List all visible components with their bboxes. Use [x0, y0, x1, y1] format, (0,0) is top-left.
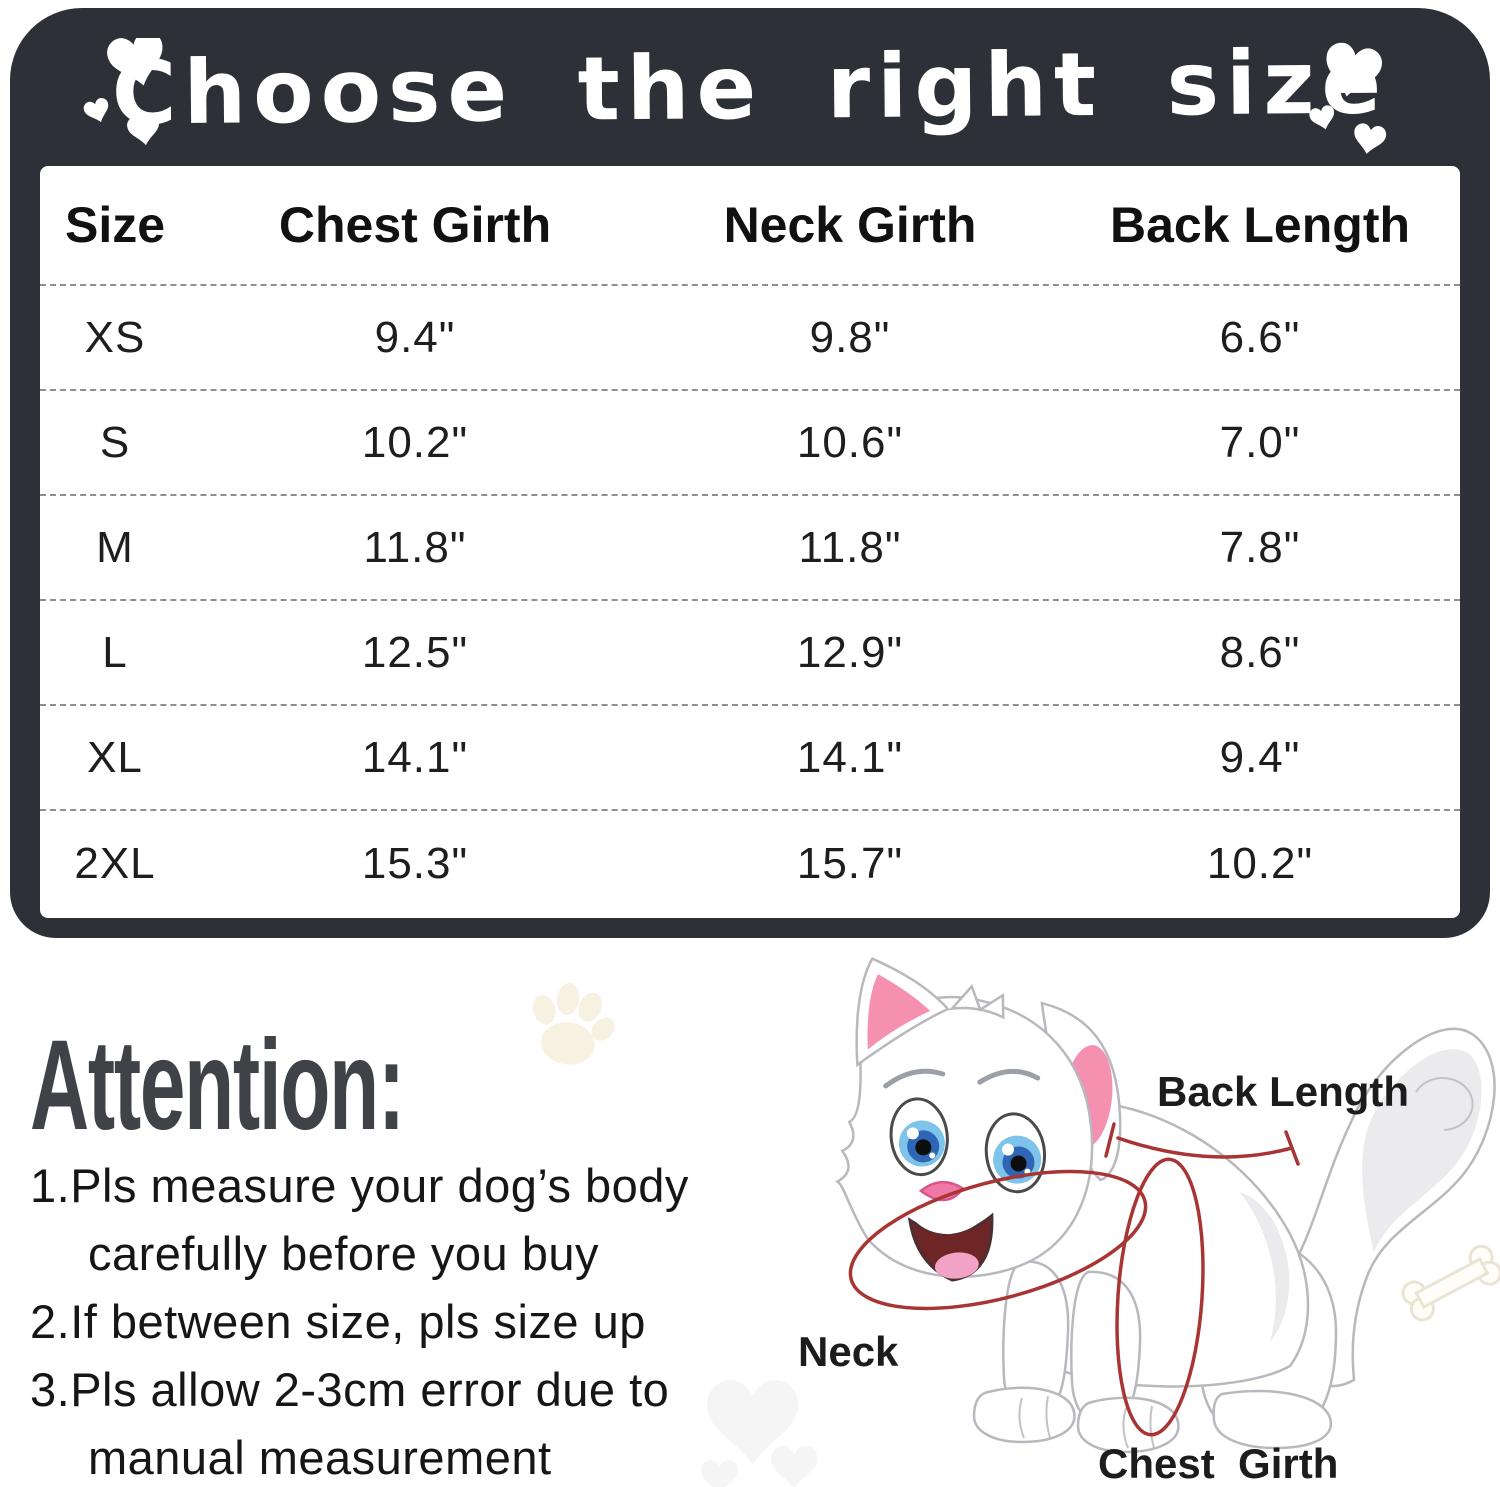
table-cell: 10.2"	[1206, 838, 1314, 888]
table-row-m: M 11.8" 11.8" 7.8"	[40, 496, 1460, 601]
column-header-back: Back Length	[1109, 197, 1411, 253]
attention-line: 1.Pls measure your dog’s body	[30, 1159, 689, 1212]
chest-girth-line	[1115, 1157, 1205, 1437]
cat-eye-right	[984, 1112, 1047, 1194]
table-cell: M	[96, 522, 134, 572]
faint-hearts-decoration	[701, 1380, 818, 1487]
table-cell: 12.5"	[361, 627, 469, 677]
table-cell: 10.2"	[361, 417, 469, 467]
chest-girth-label: Chest Girth	[1098, 1440, 1339, 1487]
table-cell: XS	[84, 312, 146, 362]
table-cell: 11.8"	[363, 522, 467, 572]
table-row-s: S 10.2" 10.6" 7.0"	[40, 391, 1460, 496]
table-row-xl: XL 14.1" 14.1" 9.4"	[40, 706, 1460, 811]
table-row-xs: XS 9.4" 9.8" 6.6"	[40, 286, 1460, 391]
cat-eye-left	[889, 1097, 949, 1177]
table-cell: 11.8"	[798, 522, 902, 572]
size-table: Size Chest Girth Neck Girth Back Length …	[40, 166, 1460, 918]
cat-measurement-diagram: Back Length Neck Length Chest Girth	[770, 942, 1500, 1487]
table-cell: 10.6"	[796, 417, 904, 467]
panel-header: Choose the right size	[10, 8, 1490, 168]
paw-print-decoration	[532, 983, 615, 1065]
neck-length-label: Neck Length	[798, 1222, 938, 1487]
size-chart-panel: Choose the right size Size Chest Girth N…	[10, 8, 1490, 938]
table-cell: 9.4"	[1219, 732, 1301, 782]
bone-decoration	[1401, 1244, 1500, 1322]
table-cell: 12.9"	[796, 627, 904, 677]
table-cell: L	[102, 627, 128, 677]
page-title: Choose the right size	[111, 30, 1389, 145]
column-header-chest: Chest Girth	[278, 197, 552, 253]
attention-heading: Attention:	[30, 1014, 405, 1157]
hearts-decoration-left	[83, 38, 163, 146]
column-header-neck: Neck Girth	[723, 197, 977, 253]
table-cell: 9.4"	[374, 312, 456, 362]
table-cell: XL	[87, 732, 143, 782]
cat-illustration	[834, 957, 1500, 1454]
attention-line: manual measurement	[88, 1431, 552, 1484]
attention-line: 2.If between size, pls size up	[30, 1295, 646, 1348]
attention-line: 3.Pls allow 2-3cm error due to	[30, 1363, 670, 1416]
table-cell: 14.1"	[361, 732, 469, 782]
back-length-label: Back Length	[1157, 1068, 1410, 1115]
size-table-header-row: Size Chest Girth Neck Girth Back Length	[40, 166, 1460, 286]
table-cell: 8.6"	[1219, 627, 1301, 677]
table-cell: 9.8"	[809, 312, 891, 362]
hearts-decoration-right	[1309, 42, 1387, 154]
measurement-lines	[848, 1122, 1300, 1437]
table-cell: 15.7"	[796, 838, 904, 888]
back-length-line	[1116, 1136, 1294, 1159]
table-row-l: L 12.5" 12.9" 8.6"	[40, 601, 1460, 706]
table-cell: 15.3"	[361, 838, 469, 888]
attention-line: carefully before you buy	[88, 1227, 600, 1280]
table-cell: S	[99, 417, 131, 467]
neck-label-line2: Length	[798, 1482, 938, 1487]
table-cell: 14.1"	[796, 732, 904, 782]
table-cell: 7.8"	[1219, 522, 1301, 572]
column-header-size: Size	[64, 197, 166, 253]
attention-list: 1.Pls measure your dog’s body carefully …	[30, 1152, 770, 1487]
table-cell: 6.6"	[1219, 312, 1301, 362]
neck-label-line1: Neck	[798, 1328, 899, 1375]
table-cell: 7.0"	[1219, 417, 1301, 467]
neck-girth-line	[848, 1169, 1148, 1311]
table-cell: 2XL	[74, 838, 156, 888]
table-row-2xl: 2XL 15.3" 15.7" 10.2"	[40, 811, 1460, 916]
